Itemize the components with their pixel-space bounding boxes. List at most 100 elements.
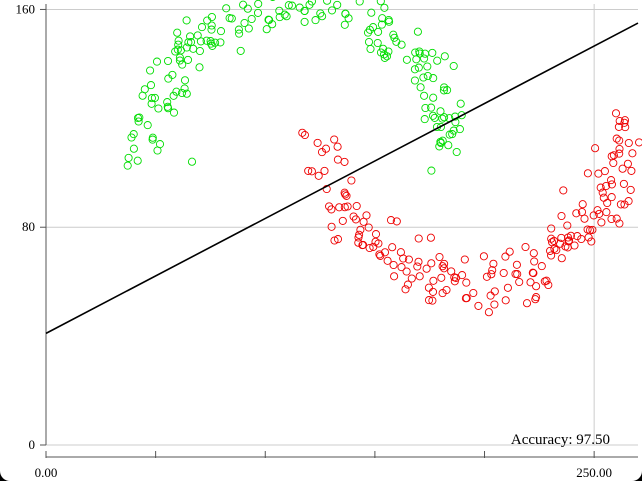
data-point bbox=[549, 236, 559, 245]
data-point bbox=[414, 257, 423, 266]
data-point bbox=[618, 164, 627, 173]
data-point bbox=[428, 287, 438, 296]
data-point bbox=[615, 116, 624, 126]
data-point bbox=[403, 280, 412, 289]
data-point bbox=[182, 16, 191, 25]
data-point bbox=[439, 86, 448, 95]
data-point bbox=[169, 108, 179, 117]
data-point bbox=[392, 217, 401, 226]
data-point bbox=[438, 114, 447, 123]
y-tick-label: 160 bbox=[16, 1, 36, 16]
data-point bbox=[430, 113, 439, 122]
data-point bbox=[327, 222, 336, 231]
data-point bbox=[390, 33, 399, 42]
data-point bbox=[615, 144, 624, 154]
data-point bbox=[180, 76, 190, 85]
data-point bbox=[547, 234, 556, 243]
data-point bbox=[557, 254, 566, 263]
data-point bbox=[330, 236, 339, 245]
data-point bbox=[449, 61, 458, 71]
y-tick-label: 80 bbox=[22, 219, 35, 234]
data-point bbox=[355, 230, 364, 239]
data-point bbox=[596, 183, 605, 192]
data-point bbox=[532, 282, 541, 291]
data-point bbox=[240, 18, 249, 28]
data-point bbox=[333, 142, 342, 151]
data-point bbox=[174, 36, 183, 45]
data-point bbox=[440, 83, 449, 92]
data-point bbox=[375, 250, 384, 259]
data-point bbox=[340, 20, 349, 29]
data-point bbox=[335, 203, 344, 212]
data-point bbox=[275, 6, 284, 15]
data-point bbox=[402, 267, 411, 276]
data-point bbox=[175, 53, 184, 62]
axes: 0 80 160 0.00 250.00 bbox=[16, 1, 638, 480]
data-point bbox=[367, 8, 376, 17]
data-point bbox=[184, 38, 193, 47]
data-point bbox=[521, 242, 530, 252]
data-point bbox=[169, 91, 178, 100]
data-point bbox=[211, 38, 220, 47]
data-point bbox=[513, 270, 522, 279]
data-point bbox=[599, 193, 608, 202]
data-point bbox=[584, 233, 593, 242]
data-point bbox=[374, 27, 383, 36]
data-point bbox=[154, 104, 163, 113]
data-point bbox=[171, 47, 180, 56]
data-point bbox=[557, 233, 566, 242]
data-point bbox=[175, 56, 184, 65]
data-point bbox=[438, 262, 447, 271]
data-point bbox=[134, 117, 143, 126]
data-point bbox=[427, 103, 436, 112]
data-point bbox=[614, 122, 623, 131]
data-point bbox=[429, 93, 438, 102]
data-point bbox=[598, 188, 607, 197]
data-point bbox=[410, 65, 419, 74]
data-point bbox=[572, 209, 581, 218]
data-point bbox=[447, 267, 456, 276]
data-point bbox=[547, 224, 556, 233]
data-point bbox=[147, 99, 156, 108]
data-point bbox=[307, 167, 316, 176]
data-point bbox=[461, 294, 470, 303]
data-point bbox=[124, 153, 133, 162]
data-point bbox=[469, 288, 478, 298]
data-point bbox=[436, 122, 445, 132]
data-point bbox=[450, 277, 459, 286]
data-point bbox=[531, 295, 540, 304]
data-point bbox=[512, 260, 521, 269]
data-point bbox=[422, 264, 431, 273]
data-point bbox=[351, 215, 360, 224]
data-point bbox=[607, 193, 616, 202]
y-tick-label: 0 bbox=[29, 437, 36, 452]
data-point bbox=[265, 15, 274, 25]
data-point bbox=[123, 161, 132, 170]
data-point bbox=[311, 16, 320, 25]
data-point bbox=[436, 107, 445, 116]
data-point bbox=[490, 300, 499, 309]
data-point bbox=[415, 272, 424, 281]
data-point bbox=[152, 57, 162, 66]
data-point bbox=[235, 29, 244, 38]
data-point bbox=[487, 270, 496, 279]
data-point bbox=[421, 49, 430, 58]
data-point bbox=[173, 45, 182, 54]
data-point bbox=[607, 180, 616, 189]
data-point bbox=[587, 237, 596, 246]
data-point bbox=[236, 46, 245, 55]
data-point bbox=[426, 233, 435, 242]
data-point bbox=[313, 138, 322, 147]
data-point bbox=[427, 166, 436, 175]
data-point bbox=[428, 111, 438, 120]
data-point bbox=[615, 219, 624, 228]
data-point bbox=[609, 151, 618, 160]
data-point bbox=[427, 259, 436, 268]
data-point bbox=[300, 17, 309, 26]
data-point bbox=[433, 56, 442, 65]
data-point bbox=[254, 0, 263, 8]
data-point bbox=[528, 268, 537, 277]
data-point bbox=[410, 76, 419, 85]
data-point bbox=[358, 241, 367, 250]
data-point bbox=[207, 12, 216, 22]
